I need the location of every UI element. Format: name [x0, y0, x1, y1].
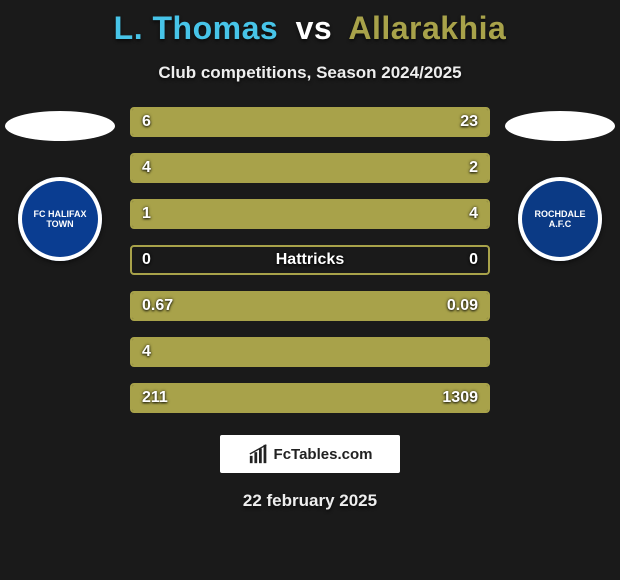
stat-bar: 4Shots per goal: [130, 337, 490, 367]
stat-value-right: 1309: [442, 389, 478, 407]
stat-fill-right: [203, 201, 488, 227]
stat-value-left: 4: [142, 343, 151, 361]
player2-club-badge: ROCHDALE A.F.C: [518, 177, 602, 261]
stat-bar: 1Assists4: [130, 199, 490, 229]
stat-value-right: 23: [460, 113, 478, 131]
stat-value-left: 211: [142, 389, 168, 407]
stat-bar: 0 Hattricks 0: [130, 245, 490, 275]
player1-club-text: FC HALIFAX TOWN: [24, 209, 96, 229]
comparison-stage: FC HALIFAX TOWN ROCHDALE A.F.C 6Matches2…: [0, 83, 620, 413]
stat-fill-left: [132, 155, 371, 181]
stat-label: Hattricks: [276, 251, 344, 269]
subtitle: Club competitions, Season 2024/2025: [0, 63, 620, 83]
logo-text: FcTables.com: [274, 446, 373, 463]
stat-value-left: 4: [142, 159, 151, 177]
vs-text: vs: [296, 10, 333, 46]
fctables-logo: FcTables.com: [220, 435, 400, 473]
stat-value-left: 6: [142, 113, 151, 131]
stat-fill-right: [207, 109, 488, 135]
stat-value-left: 0: [142, 251, 151, 269]
stat-bar: 0.67Goals per match0.09: [130, 291, 490, 321]
stat-value-right: 2: [469, 159, 478, 177]
player1-name: L. Thomas: [114, 10, 279, 46]
player2-name: Allarakhia: [348, 10, 506, 46]
stat-value-right: 0: [469, 251, 478, 269]
stat-bar: 211Min per goal1309: [130, 383, 490, 413]
stat-value-right: 0.09: [447, 297, 478, 315]
stat-value-left: 1: [142, 205, 151, 223]
player2-silhouette: ROCHDALE A.F.C: [500, 107, 620, 417]
chart-icon: [248, 443, 270, 465]
stat-fill-left: [132, 293, 445, 319]
stat-bar: 4Goals2: [130, 153, 490, 183]
stat-bars: 6Matches23 4Goals2 1Assists4 0 Hattricks 0 0.6…: [130, 107, 490, 413]
player1-silhouette: FC HALIFAX TOWN: [0, 107, 120, 417]
stat-value-left: 0.67: [142, 297, 173, 315]
player1-head-icon: [5, 111, 115, 141]
player2-head-icon: [505, 111, 615, 141]
player2-club-text: ROCHDALE A.F.C: [524, 209, 596, 229]
comparison-title: L. Thomas vs Allarakhia: [0, 0, 620, 47]
player1-club-badge: FC HALIFAX TOWN: [18, 177, 102, 261]
footer-date: 22 february 2025: [0, 491, 620, 511]
stat-value-right: 4: [469, 205, 478, 223]
stat-bar: 6Matches23: [130, 107, 490, 137]
stat-fill-left: [132, 339, 488, 365]
